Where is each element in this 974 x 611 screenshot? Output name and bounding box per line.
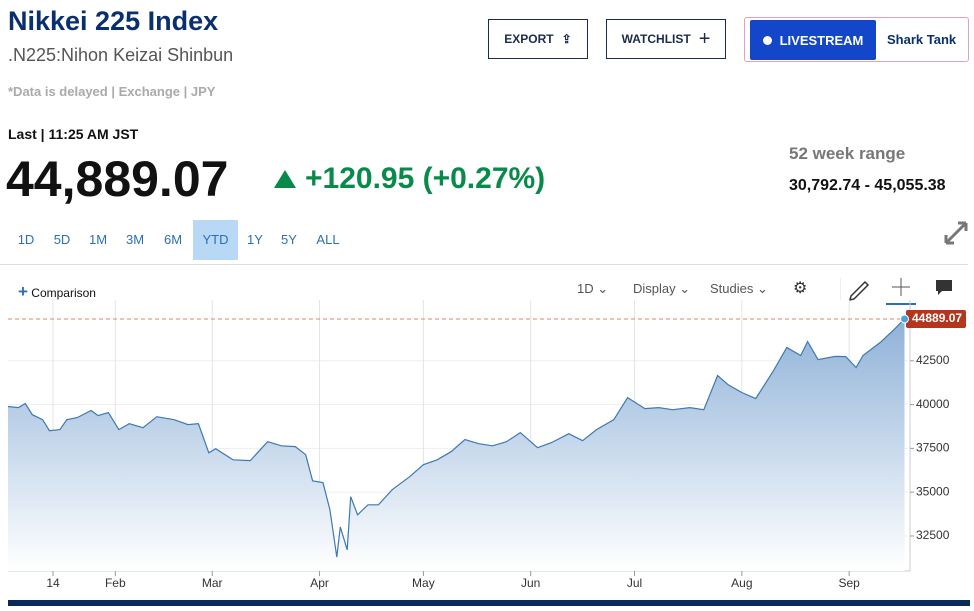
change: +120.95 (+0.27%): [305, 162, 546, 195]
range-label: 52 week range: [789, 144, 906, 163]
live-dot: [762, 35, 772, 45]
menu-label: Display: [633, 281, 676, 296]
period-tab[interactable]: 1M: [88, 232, 108, 247]
livestream-box: [744, 17, 969, 62]
period-tab[interactable]: 1Y: [247, 232, 263, 247]
period-tab[interactable]: ALL: [316, 232, 340, 247]
watchlist-button[interactable]: WATCHLIST +: [606, 19, 726, 59]
x-tick-label: Feb: [105, 576, 126, 590]
x-tick-label: Aug: [731, 576, 752, 590]
x-tick-label: Apr: [310, 576, 329, 590]
draw-icon[interactable]: [848, 280, 870, 302]
x-tick-label: Jun: [521, 576, 540, 590]
area-fill: [8, 318, 905, 571]
y-tick-label: 37500: [916, 441, 950, 455]
comparison[interactable]: + Comparison: [18, 282, 96, 301]
comment-icon[interactable]: [936, 280, 952, 295]
crosshair-icon[interactable]: [892, 278, 910, 296]
subtitle: .N225:Nihon Keizai Shinbun: [8, 45, 234, 65]
icon: +: [698, 27, 711, 50]
livestream-button[interactable]: LIVESTREAM: [750, 20, 876, 60]
studies-menu[interactable]: Studies ⌄: [710, 281, 768, 296]
period-tab[interactable]: 3M: [125, 232, 145, 247]
button-label: LIVESTREAM: [779, 32, 864, 48]
period-tab[interactable]: 1D: [17, 232, 35, 247]
show-link[interactable]: Shark Tank: [887, 32, 957, 47]
menu-label: Studies: [710, 281, 754, 296]
comparison-label: Comparison: [31, 286, 96, 300]
period-tab[interactable]: YTD: [193, 220, 238, 260]
x-tick-label: 14: [46, 576, 60, 590]
button-label: EXPORT: [504, 32, 554, 46]
last-price-label: 44889.07: [912, 311, 962, 325]
y-tick-label: 40000: [916, 397, 950, 411]
period-tab[interactable]: 5D: [53, 232, 71, 247]
period-tab[interactable]: 6M: [163, 232, 183, 247]
button-label: WATCHLIST: [621, 32, 691, 46]
interval-menu[interactable]: 1D ⌄: [577, 281, 609, 296]
period-tab[interactable]: 5Y: [281, 232, 297, 247]
last-point: [900, 314, 910, 324]
price-line: [7, 318, 905, 558]
icon: ⇪: [561, 32, 572, 46]
y-tick-label: 35000: [916, 484, 950, 498]
x-tick-label: May: [412, 576, 435, 590]
last-price-box: [906, 309, 966, 328]
x-tick-label: Jul: [627, 576, 642, 590]
up-arrow: [274, 170, 296, 188]
footer-bar: [8, 600, 970, 606]
delay-note: *Data is delayed | Exchange | JPY: [8, 84, 216, 99]
display-menu[interactable]: Display ⌄: [633, 281, 691, 296]
settings-icon[interactable]: ⚙: [793, 280, 808, 297]
y-tick-label: 32500: [916, 528, 950, 542]
menu-label: 1D: [577, 281, 594, 296]
price: 44,889.07: [6, 151, 229, 207]
divider: [0, 264, 968, 265]
range: 30,792.74 - 45,055.38: [789, 177, 946, 194]
title: Nikkei 225 Index: [8, 6, 219, 36]
export-button[interactable]: EXPORT ⇪: [488, 19, 588, 59]
last-time: Last | 11:25 AM JST: [8, 126, 139, 142]
x-tick-label: Sep: [838, 576, 860, 590]
y-tick-label: 42500: [916, 353, 950, 367]
expand-icon[interactable]: [943, 220, 969, 246]
tool-icons: [840, 278, 952, 305]
x-tick-label: Mar: [202, 576, 223, 590]
